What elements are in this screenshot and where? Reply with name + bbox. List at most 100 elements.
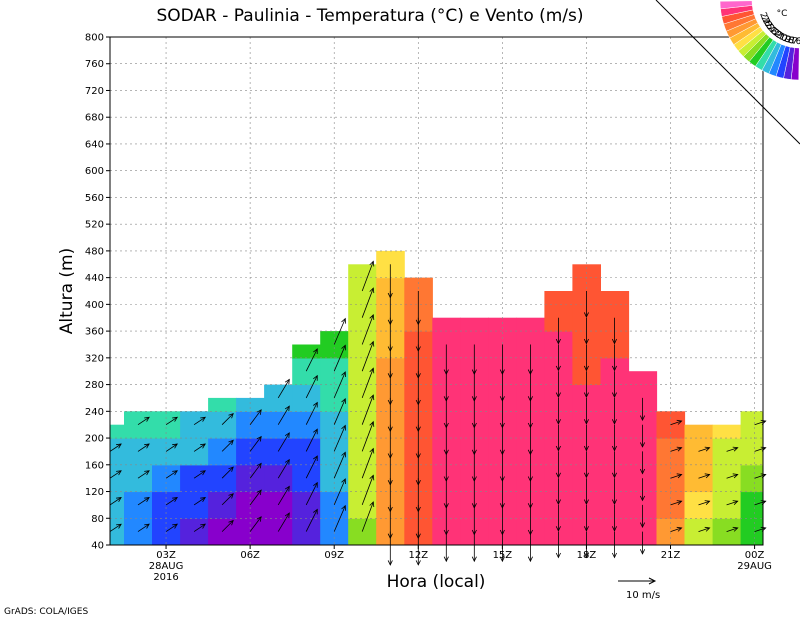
wind-vector-head xyxy=(172,523,178,529)
wind-vector-head xyxy=(284,512,290,519)
wind-vector xyxy=(109,443,122,452)
wind-vector-head xyxy=(172,496,178,503)
temperature-cell xyxy=(712,424,742,439)
wind-vector-head xyxy=(611,365,617,372)
wind-vector-head xyxy=(144,416,150,422)
wind-vector-head xyxy=(284,485,290,492)
wind-vector-head xyxy=(611,419,617,425)
wind-vector-head xyxy=(387,399,393,406)
wind-vector xyxy=(165,497,178,506)
wind-vector xyxy=(277,432,290,452)
wind-vector-head xyxy=(471,476,477,482)
wind-vector xyxy=(361,368,374,399)
y-tick-label: 240 xyxy=(85,407,104,418)
wind-vector-head xyxy=(256,516,262,522)
wind-vector-head xyxy=(555,365,561,372)
wind-vector-head xyxy=(228,519,234,526)
wind-vector-head xyxy=(611,392,617,399)
temperature-cell xyxy=(740,464,763,493)
temperature-cell xyxy=(684,518,714,545)
x-tick-label: 03Z xyxy=(156,550,176,561)
wind-vector-head xyxy=(471,529,477,536)
wind-vector-head xyxy=(732,500,739,505)
wind-vector-head xyxy=(611,499,617,506)
wind-vector xyxy=(361,394,374,425)
y-tick-label: 560 xyxy=(85,193,104,204)
y-axis-ticks: 800 760 720 680 640 600 560 520 480 440 400 360 320 2… xyxy=(85,33,110,552)
reference-vector: 10 m/s xyxy=(618,577,660,601)
temperature-cell xyxy=(124,518,153,545)
wind-vector-head xyxy=(499,449,505,456)
wind-vector xyxy=(277,512,290,532)
y-tick-label: 80 xyxy=(91,514,104,525)
wind-vector xyxy=(305,348,318,372)
temperature-cell xyxy=(320,331,349,359)
wind-vector-head xyxy=(611,526,617,532)
chart-title: SODAR - Paulinia - Temperatura (°C) e Ve… xyxy=(156,6,583,26)
wind-vector-head xyxy=(471,422,477,429)
wind-vector-head xyxy=(415,346,421,352)
temperature-cell xyxy=(432,317,461,332)
wind-vector-head xyxy=(200,443,206,449)
wind-vector xyxy=(754,474,766,479)
wind-vector-head xyxy=(144,470,150,476)
temperature-cell xyxy=(628,371,658,386)
wind-vector-head xyxy=(555,419,561,425)
wind-vector-head xyxy=(527,422,533,429)
x-tick-label: 06Z xyxy=(240,550,260,561)
temperature-cell xyxy=(740,518,763,545)
wind-vector-head xyxy=(471,503,477,509)
colorbar-level-label: 17 xyxy=(785,35,798,47)
wind-vector-head xyxy=(676,526,683,532)
x-tick-date: 28AUG xyxy=(149,561,184,572)
wind-vector-head xyxy=(415,560,421,566)
wind-vector-head xyxy=(555,392,561,399)
wind-vector xyxy=(193,470,206,479)
wind-vector-head xyxy=(200,496,206,503)
wind-vector-head xyxy=(555,472,561,479)
temperature-cell xyxy=(488,317,517,332)
wind-vector-head xyxy=(527,396,533,402)
wind-vector-head xyxy=(228,493,234,499)
wind-vector xyxy=(333,345,346,372)
temperature-cell xyxy=(208,397,237,412)
colorbar-level-label: 27 xyxy=(757,11,771,25)
wind-vector xyxy=(137,523,150,532)
wind-vector-head xyxy=(443,503,449,509)
wind-vector-head xyxy=(704,526,711,532)
wind-vector xyxy=(333,371,346,399)
wind-vector xyxy=(193,523,206,532)
wind-vector-head xyxy=(583,338,589,345)
wind-vector-head xyxy=(228,466,234,472)
wind-vector xyxy=(333,478,346,506)
wind-vector-head xyxy=(228,412,234,419)
wind-vector-head xyxy=(499,476,505,482)
wind-vector xyxy=(193,443,206,452)
wind-vector-head xyxy=(583,419,589,425)
y-tick-label: 480 xyxy=(85,246,104,257)
wind-vector-head xyxy=(369,474,375,481)
wind-vector-head xyxy=(369,394,375,401)
wind-vector-head xyxy=(527,556,533,563)
wind-vector-head xyxy=(256,489,262,496)
temperature-cell xyxy=(110,424,125,439)
wind-vector-head xyxy=(527,476,533,482)
colorbar-level-label: 20 xyxy=(774,30,789,44)
wind-vector-head xyxy=(583,445,589,452)
wind-vector-head xyxy=(499,503,505,509)
wind-vector-head xyxy=(583,365,589,372)
wind-vector xyxy=(726,447,738,452)
wind-vector-head xyxy=(415,533,421,540)
wind-vector-head xyxy=(443,396,449,402)
grid-lines xyxy=(110,37,763,545)
wind-vector-head xyxy=(341,451,346,458)
temperature-cell xyxy=(236,397,265,412)
wind-vector-head xyxy=(415,426,421,433)
wind-vector-head xyxy=(732,446,739,452)
temperature-cell xyxy=(208,438,237,466)
wind-vector xyxy=(726,527,738,532)
wind-vector-head xyxy=(583,526,589,532)
temperature-cell xyxy=(684,424,714,439)
wind-vector-head xyxy=(499,369,505,376)
wind-vector-head xyxy=(313,374,318,381)
